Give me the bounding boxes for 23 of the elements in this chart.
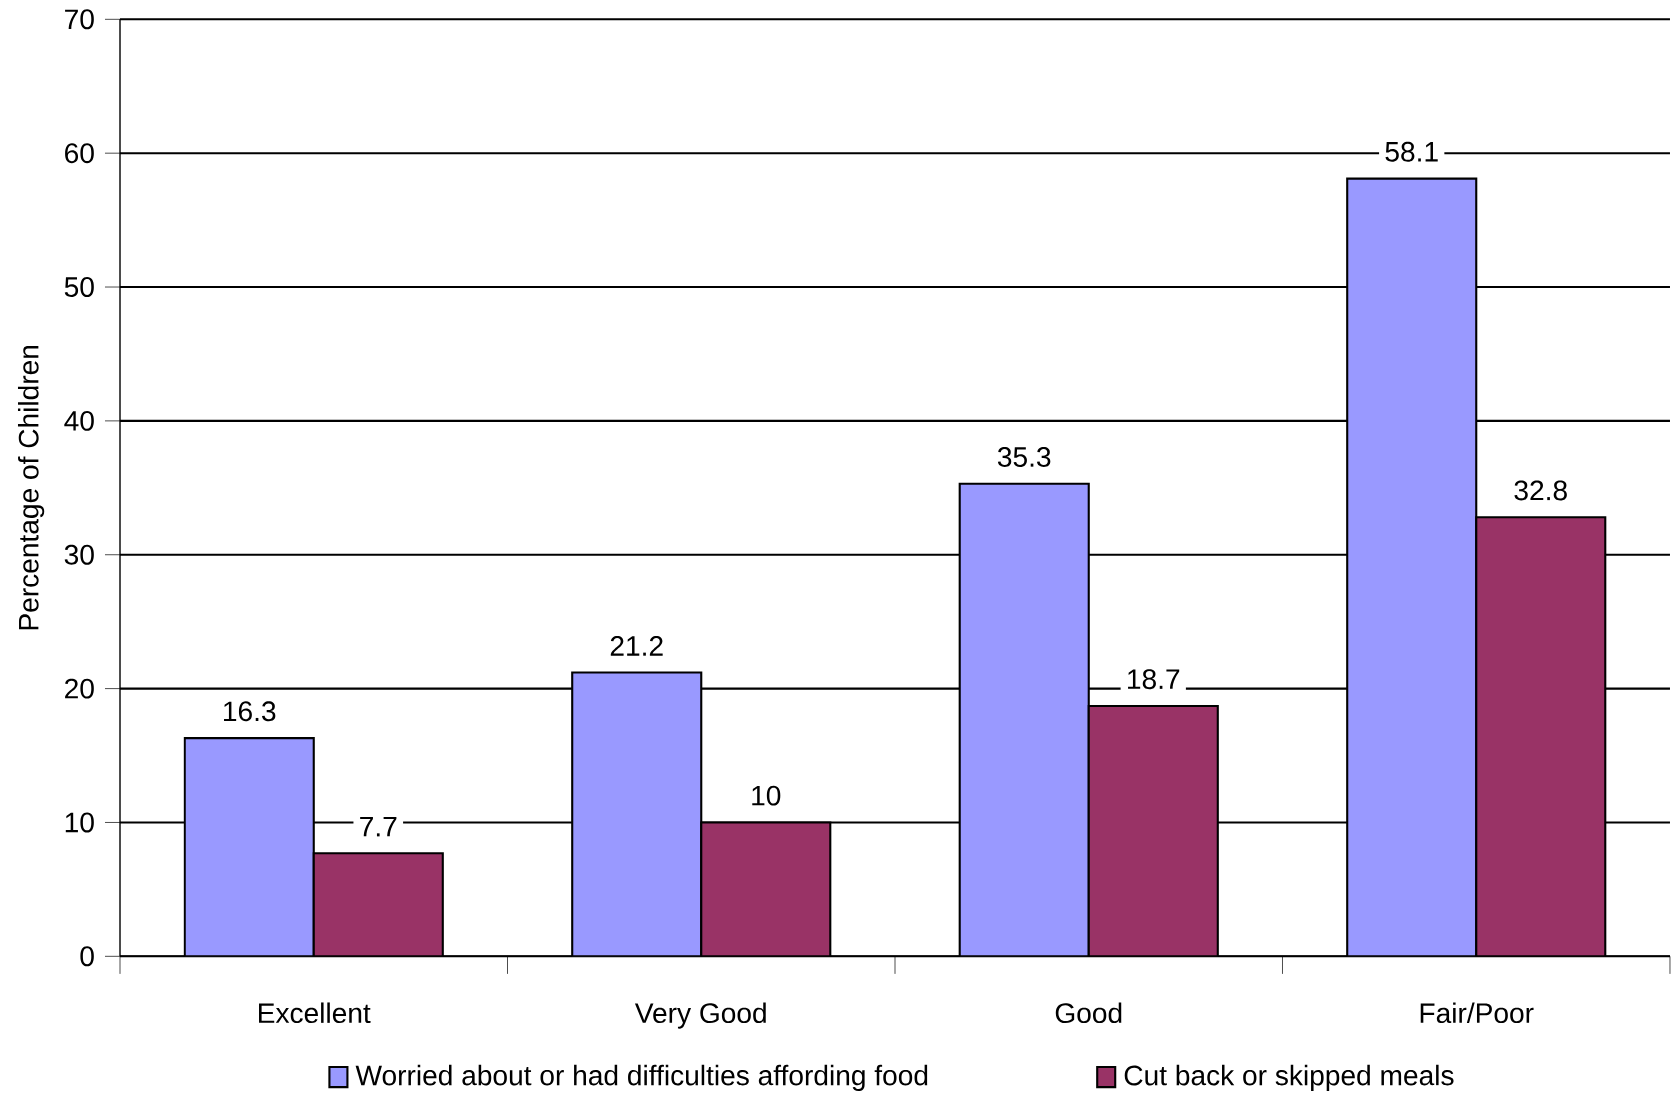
data-label: 35.3: [997, 446, 1051, 467]
y-tick-label: 40: [64, 410, 94, 431]
data-label: 18.7: [1128, 669, 1180, 689]
legend-label: Worried about or had difficulties affording food: [355, 1064, 928, 1091]
y-tick-label: 70: [65, 9, 94, 30]
x-tick-label: Excellent: [259, 1002, 371, 1023]
x-tick-label: Very Good: [634, 1002, 766, 1029]
data-label: 7.7: [360, 816, 397, 837]
data-label: 16.3: [224, 701, 276, 722]
x-tick-label: Good: [1055, 1002, 1122, 1023]
y-tick-label: 0: [80, 946, 94, 967]
y-tick-label: 30: [64, 544, 94, 565]
data-label: 58.1: [1385, 141, 1438, 162]
data-label: 32.8: [1514, 480, 1567, 501]
y-tick-label: 20: [65, 678, 94, 699]
y-tick-label: 60: [65, 143, 94, 163]
data-label: 10: [752, 785, 781, 806]
legend-label: Cut back or skipped meals: [1124, 1064, 1454, 1091]
x-tick-label: Fair/Poor: [1420, 1002, 1534, 1023]
y-tick-label: 50: [64, 276, 94, 297]
data-label: 21.2: [610, 635, 663, 656]
y-tick-label: 10: [65, 812, 94, 833]
y-axis-title: Percentage of Children: [17, 345, 45, 630]
